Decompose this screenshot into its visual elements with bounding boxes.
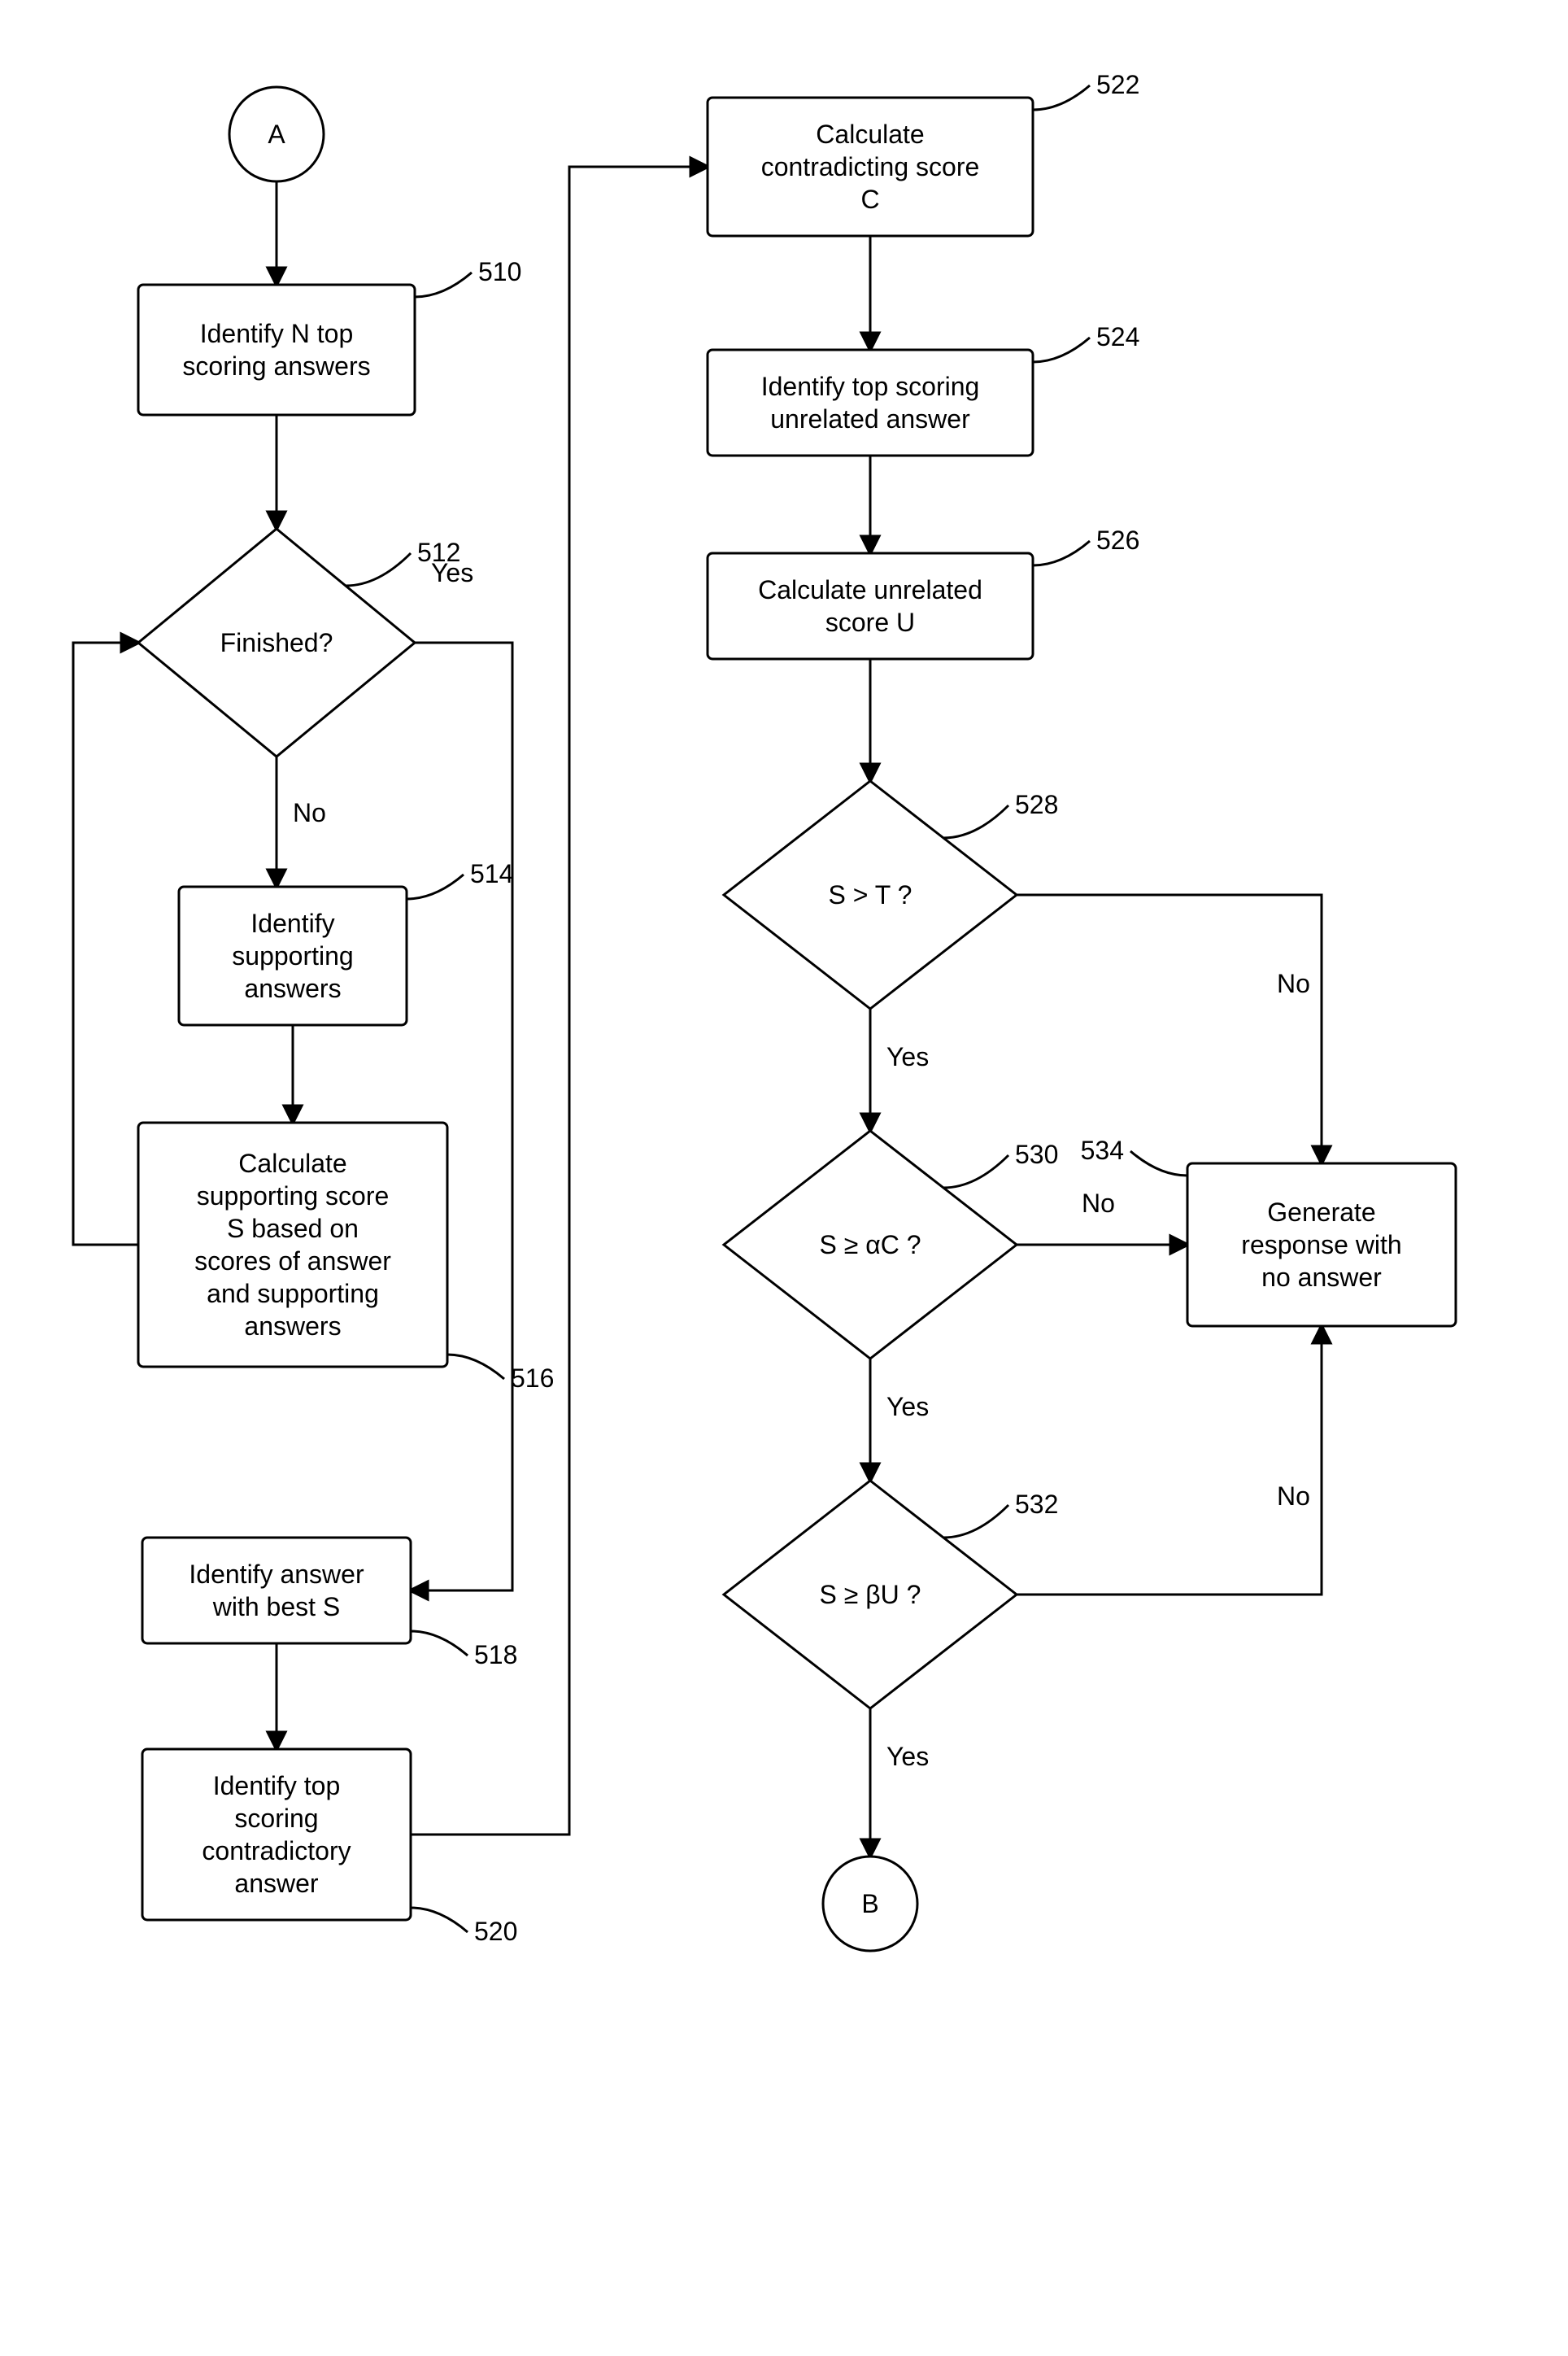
edge-label-528-530: Yes [886, 1042, 929, 1071]
node-text-530: S ≥ αC ? [820, 1230, 921, 1259]
edge-label-528-534: No [1277, 969, 1310, 998]
flowchart-canvas: NoYesYesYesYesNoNoNo Identify N topscori… [0, 0, 1568, 2356]
edge-528-534 [1017, 895, 1322, 1163]
svg-text:522: 522 [1096, 70, 1139, 99]
node-510 [138, 285, 415, 415]
svg-text:526: 526 [1096, 526, 1139, 555]
edge-532-534 [1017, 1326, 1322, 1595]
svg-text:510: 510 [478, 257, 521, 286]
svg-text:518: 518 [474, 1640, 517, 1669]
node-text-512: Finished? [220, 628, 333, 657]
node-text-532: S ≥ βU ? [820, 1580, 921, 1609]
node-text-B: B [861, 1889, 878, 1918]
edge-label-530-534: No [1082, 1189, 1115, 1218]
node-518 [142, 1538, 411, 1643]
svg-text:530: 530 [1015, 1140, 1058, 1169]
edge-label-530-532: Yes [886, 1392, 929, 1421]
svg-text:534: 534 [1081, 1136, 1124, 1165]
edge-label-512-514: No [293, 798, 326, 827]
node-524 [708, 350, 1033, 456]
edge-label-532-B: Yes [886, 1742, 929, 1771]
svg-text:512: 512 [417, 538, 460, 567]
svg-text:520: 520 [474, 1917, 517, 1946]
edge-512-518 [411, 643, 512, 1590]
node-text-A: A [268, 120, 285, 149]
svg-text:516: 516 [511, 1363, 554, 1393]
node-text-528: S > T ? [829, 880, 912, 910]
svg-text:532: 532 [1015, 1490, 1058, 1519]
svg-text:524: 524 [1096, 322, 1139, 351]
nodes-layer: Identify N topscoring answers510Finished… [138, 70, 1456, 1951]
edge-516-loopback [73, 643, 138, 1245]
node-526 [708, 553, 1033, 659]
edge-520-522 [411, 167, 708, 1835]
svg-text:528: 528 [1015, 790, 1058, 819]
svg-text:514: 514 [470, 859, 513, 888]
edge-label-532-534: No [1277, 1481, 1310, 1511]
